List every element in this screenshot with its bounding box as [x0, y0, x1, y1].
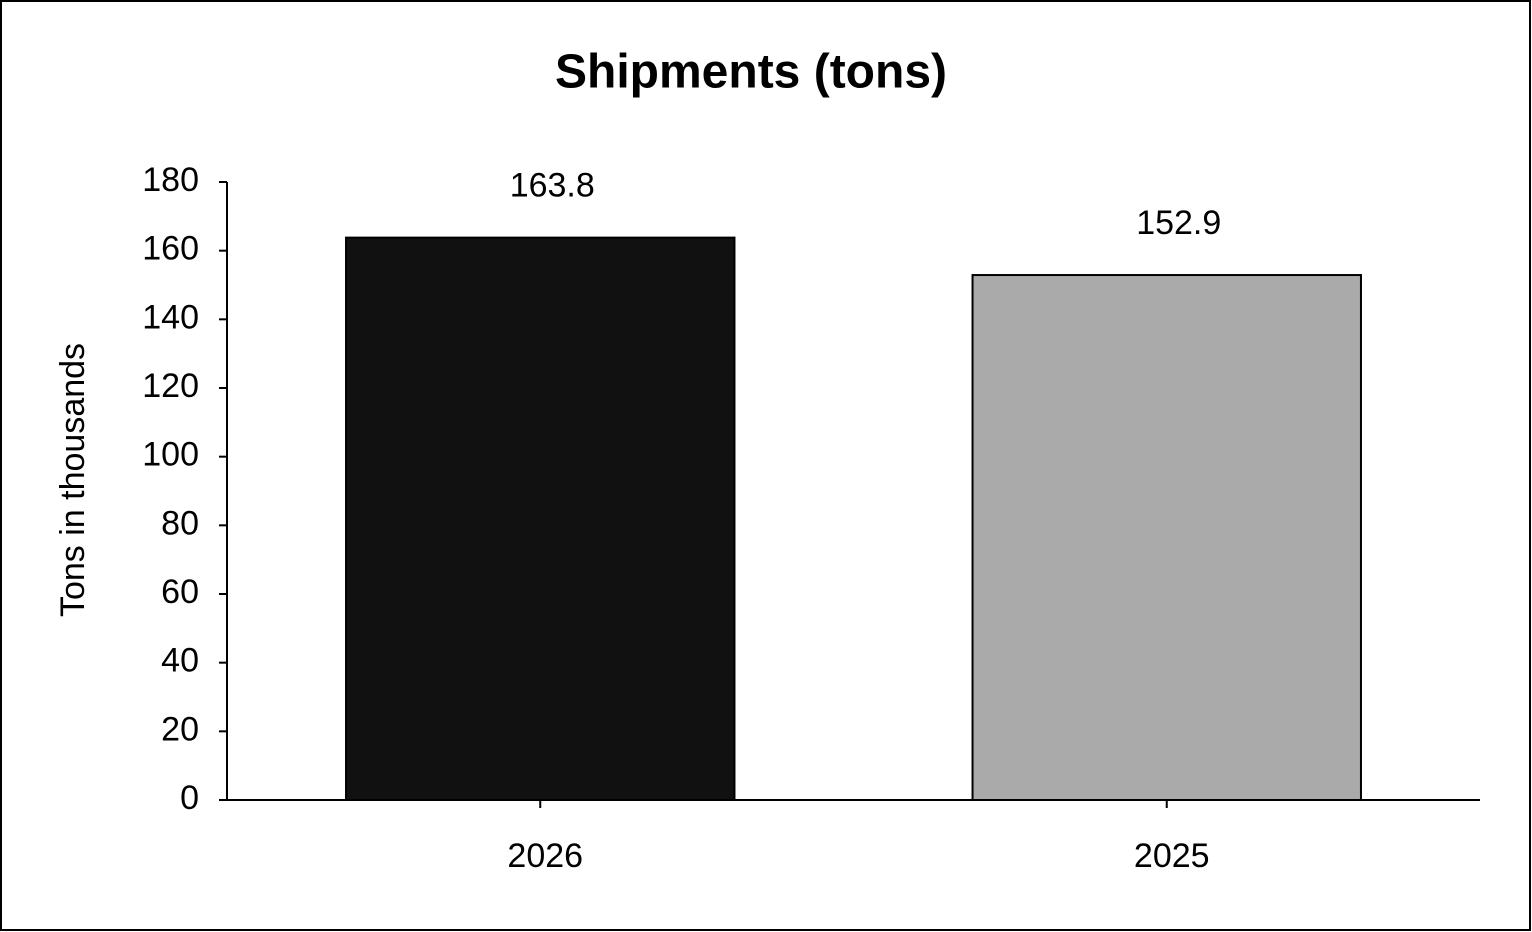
bar — [971, 274, 1362, 801]
y-tick-label: 40 — [161, 642, 199, 680]
bar — [345, 236, 736, 801]
data-label: 152.9 — [1136, 204, 1221, 242]
y-tick-label: 160 — [142, 230, 199, 268]
y-tick-label: 100 — [142, 436, 199, 474]
y-tick-label: 20 — [161, 710, 199, 748]
y-tick-label: 60 — [161, 573, 199, 611]
y-tick-label: 120 — [142, 367, 199, 405]
y-tick-label: 80 — [161, 504, 199, 542]
x-tick-label: 2026 — [507, 837, 583, 875]
data-label: 163.8 — [510, 167, 595, 205]
y-tick-label: 180 — [142, 161, 199, 199]
y-axis-label: Tons in thousands — [54, 343, 92, 617]
chart-title: Shipments (tons) — [555, 46, 947, 99]
y-tick-label: 0 — [180, 779, 199, 817]
y-tick-label: 140 — [142, 298, 199, 336]
x-tick-label: 2025 — [1134, 837, 1210, 875]
